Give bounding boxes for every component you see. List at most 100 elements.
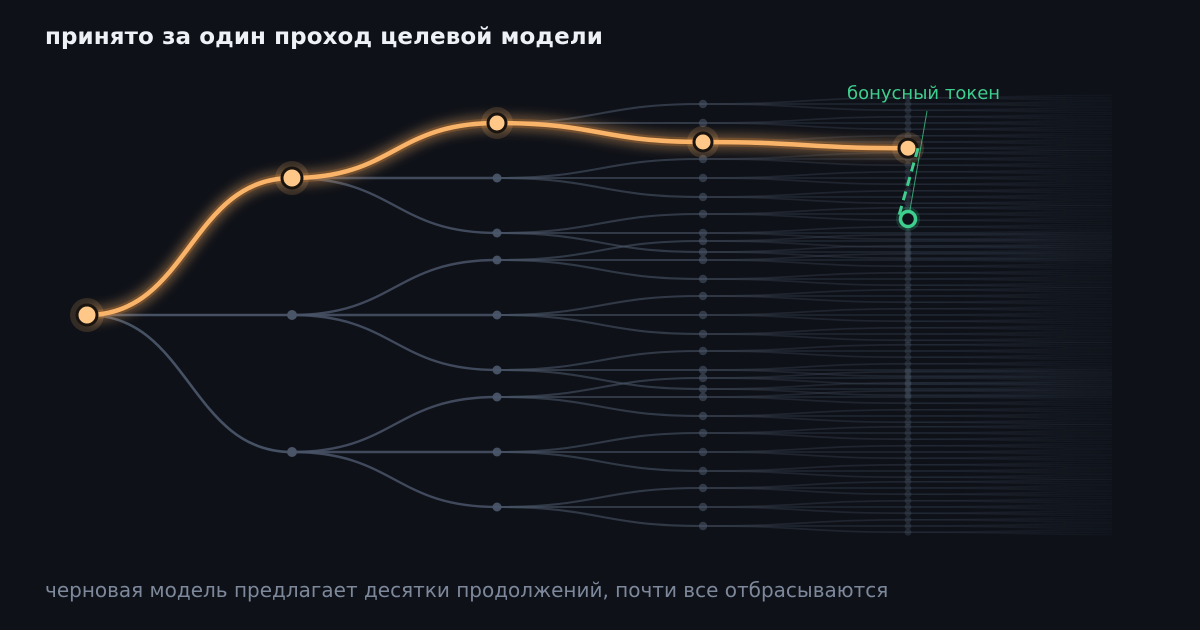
- draft-token-node: [904, 473, 912, 481]
- draft-branch: [907, 251, 1113, 256]
- draft-branch: [907, 284, 1113, 289]
- draft-token-node: [904, 454, 912, 462]
- draft-token-node: [904, 528, 912, 536]
- draft-branch: [907, 503, 1113, 508]
- draft-branch: [907, 402, 1113, 407]
- draft-branch: [907, 476, 1113, 481]
- draft-token-node: [904, 113, 912, 121]
- draft-branch: [907, 371, 1113, 375]
- draft-branch: [907, 289, 1113, 293]
- draft-branch: [907, 415, 1113, 420]
- draft-branch: [702, 506, 909, 515]
- draft-token-node: [904, 254, 912, 262]
- draft-token-node: [698, 428, 708, 438]
- draft-branch: [702, 240, 909, 249]
- draft-branch: [907, 368, 1113, 373]
- draft-token-node: [698, 118, 708, 128]
- draft-branch: [907, 119, 1113, 124]
- draft-branch: [496, 395, 704, 418]
- draft-token-node: [698, 192, 708, 202]
- draft-branch: [907, 181, 1113, 185]
- draft-token-node: [492, 502, 502, 512]
- draft-branch: [907, 132, 1113, 137]
- draft-branch: [496, 313, 704, 336]
- draft-branch: [702, 252, 909, 261]
- draft-branch: [702, 271, 909, 280]
- draft-token-node: [698, 236, 708, 246]
- draft-token-node: [904, 341, 912, 349]
- draft-branch: [907, 236, 1113, 240]
- draft-branch: [907, 478, 1113, 483]
- draft-branch: [702, 370, 909, 379]
- draft-branch: [907, 253, 1113, 257]
- draft-branch: [702, 206, 909, 215]
- draft-token-node: [492, 310, 502, 320]
- draft-branch: [907, 493, 1113, 498]
- draft-branch: [702, 389, 909, 398]
- draft-token-node: [904, 490, 912, 498]
- draft-branch: [702, 408, 909, 417]
- draft-branch: [907, 202, 1113, 207]
- draft-token-node: [904, 242, 912, 250]
- draft-branch: [702, 480, 909, 489]
- draft-token-node: [904, 298, 912, 306]
- draft-branch: [702, 232, 909, 241]
- draft-branch: [907, 168, 1113, 173]
- accepted-token-node: [897, 137, 919, 159]
- draft-branch: [907, 481, 1113, 485]
- draft-branch: [291, 450, 498, 509]
- draft-token-node: [904, 380, 912, 388]
- draft-branch: [907, 339, 1113, 344]
- draft-token-node: [904, 336, 912, 344]
- draft-branch: [907, 327, 1113, 331]
- draft-token-node: [287, 447, 297, 457]
- draft-branch: [907, 107, 1113, 111]
- draft-branch: [907, 174, 1113, 179]
- draft-branches: [86, 94, 1113, 536]
- draft-token-node: [698, 365, 708, 375]
- draft-branch: [907, 330, 1113, 335]
- draft-branch: [702, 518, 909, 527]
- draft-branch: [907, 301, 1113, 306]
- draft-token-node: [904, 484, 912, 492]
- draft-branch: [702, 362, 909, 371]
- draft-branch: [907, 324, 1113, 329]
- draft-token-node: [904, 393, 912, 401]
- draft-token-node: [698, 209, 708, 219]
- draft-branch: [907, 354, 1113, 358]
- draft-token-node: [904, 435, 912, 443]
- accepted-path-line: [84, 120, 911, 318]
- draft-branch: [907, 155, 1113, 160]
- draft-branch: [907, 432, 1113, 437]
- draft-branch: [702, 307, 909, 316]
- draft-branch: [907, 237, 1113, 242]
- draft-token-node: [698, 329, 708, 339]
- draft-branch: [907, 512, 1113, 517]
- draft-branch: [907, 147, 1113, 152]
- draft-branch: [907, 278, 1113, 283]
- draft-branch: [702, 196, 909, 205]
- draft-branch: [907, 393, 1113, 398]
- draft-token-node: [904, 256, 912, 264]
- draft-branch: [907, 109, 1113, 114]
- draft-branch: [907, 164, 1113, 169]
- draft-branch: [907, 510, 1113, 514]
- draft-token-node: [904, 193, 912, 201]
- draft-token-node: [904, 235, 912, 243]
- draft-token-node: [904, 509, 912, 517]
- draft-branch: [907, 474, 1113, 478]
- draft-branch: [907, 385, 1113, 390]
- draft-branch: [907, 128, 1113, 133]
- draft-branch: [907, 467, 1113, 472]
- draft-branch: [291, 176, 498, 235]
- draft-branch: [907, 250, 1113, 255]
- draft-branch: [907, 190, 1113, 194]
- draft-branch: [907, 103, 1113, 108]
- draft-token-node: [904, 379, 912, 387]
- accepted-path: [70, 107, 924, 332]
- draft-token-node: [904, 442, 912, 450]
- draft-branch: [907, 318, 1113, 322]
- draft-branch: [907, 272, 1113, 276]
- draft-token-node: [698, 483, 708, 493]
- draft-branch: [907, 382, 1113, 386]
